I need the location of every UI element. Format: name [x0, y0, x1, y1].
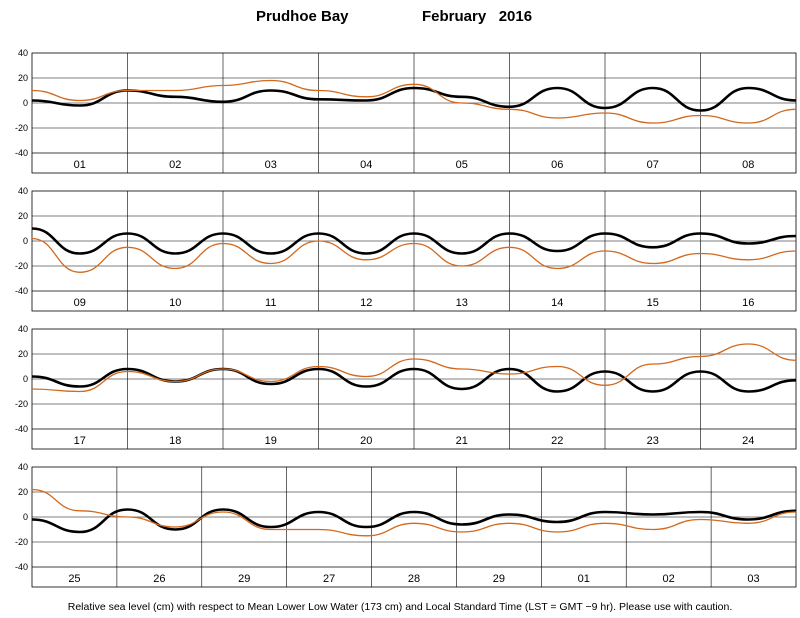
- y-tick-label: 20: [18, 349, 28, 359]
- observed-sea-level-line: [31, 237, 797, 273]
- y-tick-label: 20: [18, 73, 28, 83]
- day-label: 02: [663, 573, 675, 585]
- predicted-tide-line: [31, 508, 797, 534]
- day-label: 10: [169, 297, 181, 309]
- day-label: 29: [238, 573, 250, 585]
- day-label: 21: [456, 435, 468, 447]
- day-label: 11: [265, 297, 276, 309]
- y-tick-label: 0: [23, 98, 28, 108]
- y-tick-label: -20: [15, 537, 28, 547]
- y-tick-label: -40: [15, 424, 28, 434]
- day-label: 14: [551, 297, 563, 309]
- day-label: 07: [647, 159, 659, 171]
- day-label: 08: [742, 159, 754, 171]
- day-label: 27: [323, 573, 335, 585]
- day-label: 01: [74, 159, 86, 171]
- y-tick-label: 0: [23, 512, 28, 522]
- panel-2: -40 -20 0 20 40 09 10 11 12 13 14 15 16: [15, 186, 797, 312]
- day-label: 17: [74, 435, 86, 447]
- day-label: 12: [360, 297, 372, 309]
- day-label: 20: [360, 435, 372, 447]
- panel-frame: [31, 466, 797, 588]
- day-label: 02: [169, 159, 181, 171]
- day-label: 23: [647, 435, 659, 447]
- y-tick-label: -20: [15, 399, 28, 409]
- chart-title-station: Prudhoe Bay: [256, 8, 349, 25]
- day-label: 03: [747, 573, 759, 585]
- day-label: 04: [360, 159, 372, 171]
- day-label: 06: [551, 159, 563, 171]
- footer-note: Relative sea level (cm) with respect to …: [68, 601, 733, 613]
- day-label: 13: [456, 297, 468, 309]
- y-tick-label: -40: [15, 148, 28, 158]
- y-tick-label: 40: [18, 186, 28, 196]
- y-tick-label: 20: [18, 487, 28, 497]
- y-tick-label: -40: [15, 286, 28, 296]
- day-label: 03: [265, 159, 277, 171]
- day-label: 26: [153, 573, 165, 585]
- day-label: 01: [578, 573, 590, 585]
- panel-4: -40 -20 0 20 40 25 26 29 27 28 29 01 02 03: [15, 462, 797, 588]
- y-tick-label: -20: [15, 261, 28, 271]
- predicted-tide-line: [31, 227, 797, 255]
- y-tick-label: 40: [18, 48, 28, 58]
- observed-sea-level-line: [31, 79, 797, 124]
- y-tick-label: -40: [15, 562, 28, 572]
- day-label: 05: [456, 159, 468, 171]
- panel-3: -40 -20 0 20 40 17 18 19 20 21 22 23 24: [15, 324, 797, 450]
- day-label: 22: [551, 435, 563, 447]
- observed-sea-level-line: [31, 343, 797, 393]
- chart-title-period: February 2016: [422, 8, 532, 25]
- y-tick-label: 40: [18, 462, 28, 472]
- y-tick-label: -20: [15, 123, 28, 133]
- day-label: 19: [265, 435, 277, 447]
- y-tick-label: 0: [23, 236, 28, 246]
- day-label: 28: [408, 573, 420, 585]
- panel-1: -40 -20 0 20 40 01 02 03 04 05 06 07 08: [15, 48, 797, 174]
- predicted-tide-line: [31, 86, 797, 112]
- day-label: 16: [742, 297, 754, 309]
- day-label: 25: [68, 573, 80, 585]
- day-label: 15: [647, 297, 659, 309]
- y-tick-label: 40: [18, 324, 28, 334]
- observed-sea-level-line: [31, 488, 797, 537]
- day-label: 09: [74, 297, 86, 309]
- y-tick-label: 0: [23, 374, 28, 384]
- y-tick-label: 20: [18, 211, 28, 221]
- day-label: 18: [169, 435, 181, 447]
- day-label: 29: [493, 573, 505, 585]
- day-label: 24: [742, 435, 754, 447]
